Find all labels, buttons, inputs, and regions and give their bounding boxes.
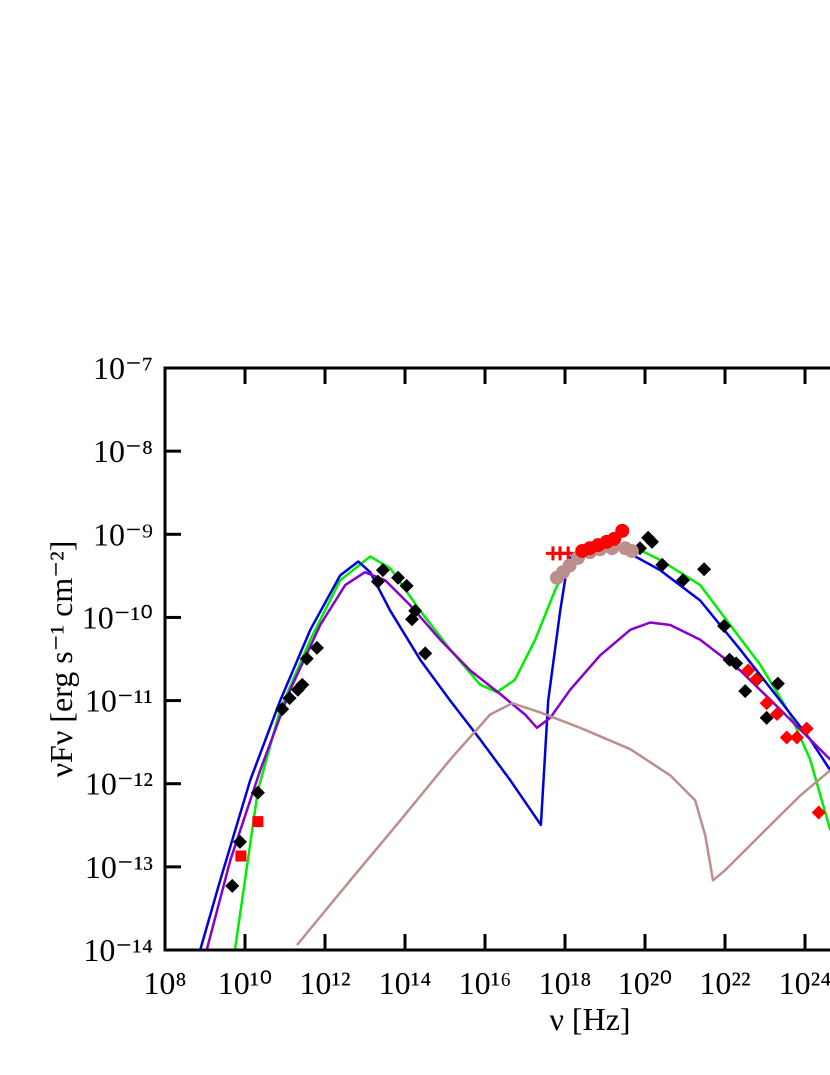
diamond-marker	[717, 618, 732, 633]
diamond-marker	[799, 721, 814, 736]
y-tick-label: 10⁻¹³	[85, 849, 153, 885]
diamond-marker	[759, 710, 774, 725]
diamond-marker	[375, 563, 390, 578]
diamond-marker	[418, 646, 433, 661]
diamond-marker	[408, 603, 423, 618]
diamond-marker	[233, 834, 248, 849]
diamond-marker	[697, 562, 712, 577]
x-tick-label: 10¹⁶	[459, 965, 512, 1001]
diamond-marker	[770, 676, 785, 691]
diamond-marker	[399, 578, 414, 593]
x-tick-label: 10²⁰	[618, 965, 672, 1001]
x-tick-label: 10²²	[699, 965, 750, 1001]
y-tick-label: 10⁻¹⁴	[83, 932, 153, 968]
model-curve	[205, 570, 830, 950]
plot-area	[198, 523, 830, 950]
diamond-marker	[655, 557, 670, 572]
model-curve	[233, 543, 830, 950]
x-axis-label: ν [Hz]	[549, 1001, 630, 1037]
diamond-marker	[250, 785, 265, 800]
x-tick-label: 10¹⁸	[539, 965, 592, 1001]
diamond-marker	[299, 651, 314, 666]
y-tick-label: 10⁻¹¹	[85, 683, 153, 719]
diamond-marker	[779, 730, 794, 745]
circle-marker	[624, 543, 639, 558]
x-tick-label: 10²⁴	[779, 965, 830, 1001]
model-curve	[296, 701, 830, 946]
y-tick-label: 10⁻¹⁰	[82, 599, 153, 635]
diamond-marker	[225, 878, 240, 893]
square-marker	[235, 850, 247, 862]
diamond-marker	[741, 663, 756, 678]
y-tick-label: 10⁻⁸	[93, 433, 153, 469]
diamond-marker	[645, 534, 660, 549]
diamond-marker	[770, 706, 785, 721]
x-tick-label: 10¹⁴	[379, 965, 432, 1001]
diamond-marker	[759, 696, 774, 711]
diamond-marker	[738, 684, 753, 699]
x-tick-label: 10¹²	[299, 965, 350, 1001]
circle-marker	[615, 523, 630, 538]
diamond-marker	[811, 805, 826, 820]
diamond-marker	[309, 640, 324, 655]
y-tick-label: 10⁻⁹	[93, 516, 153, 552]
diamond-marker	[391, 570, 406, 585]
square-marker	[252, 816, 264, 828]
diamond-marker	[729, 656, 744, 671]
x-tick-label: 10⁸	[143, 965, 186, 1001]
x-tick-label: 10¹⁰	[218, 965, 272, 1001]
diamond-marker	[675, 573, 690, 588]
diamond-marker	[789, 730, 804, 745]
diamond-marker	[295, 677, 310, 692]
y-tick-label: 10⁻¹²	[85, 766, 153, 802]
diamond-marker	[370, 574, 385, 589]
y-tick-label: 10⁻⁷	[93, 350, 153, 386]
plot-frame	[163, 366, 830, 952]
y-axis-label: νFν [erg s⁻¹ cm⁻²]	[43, 541, 79, 778]
model-curve	[198, 546, 830, 950]
diamond-marker	[749, 672, 764, 687]
diamond-marker	[275, 702, 290, 717]
diamond-marker	[282, 691, 297, 706]
